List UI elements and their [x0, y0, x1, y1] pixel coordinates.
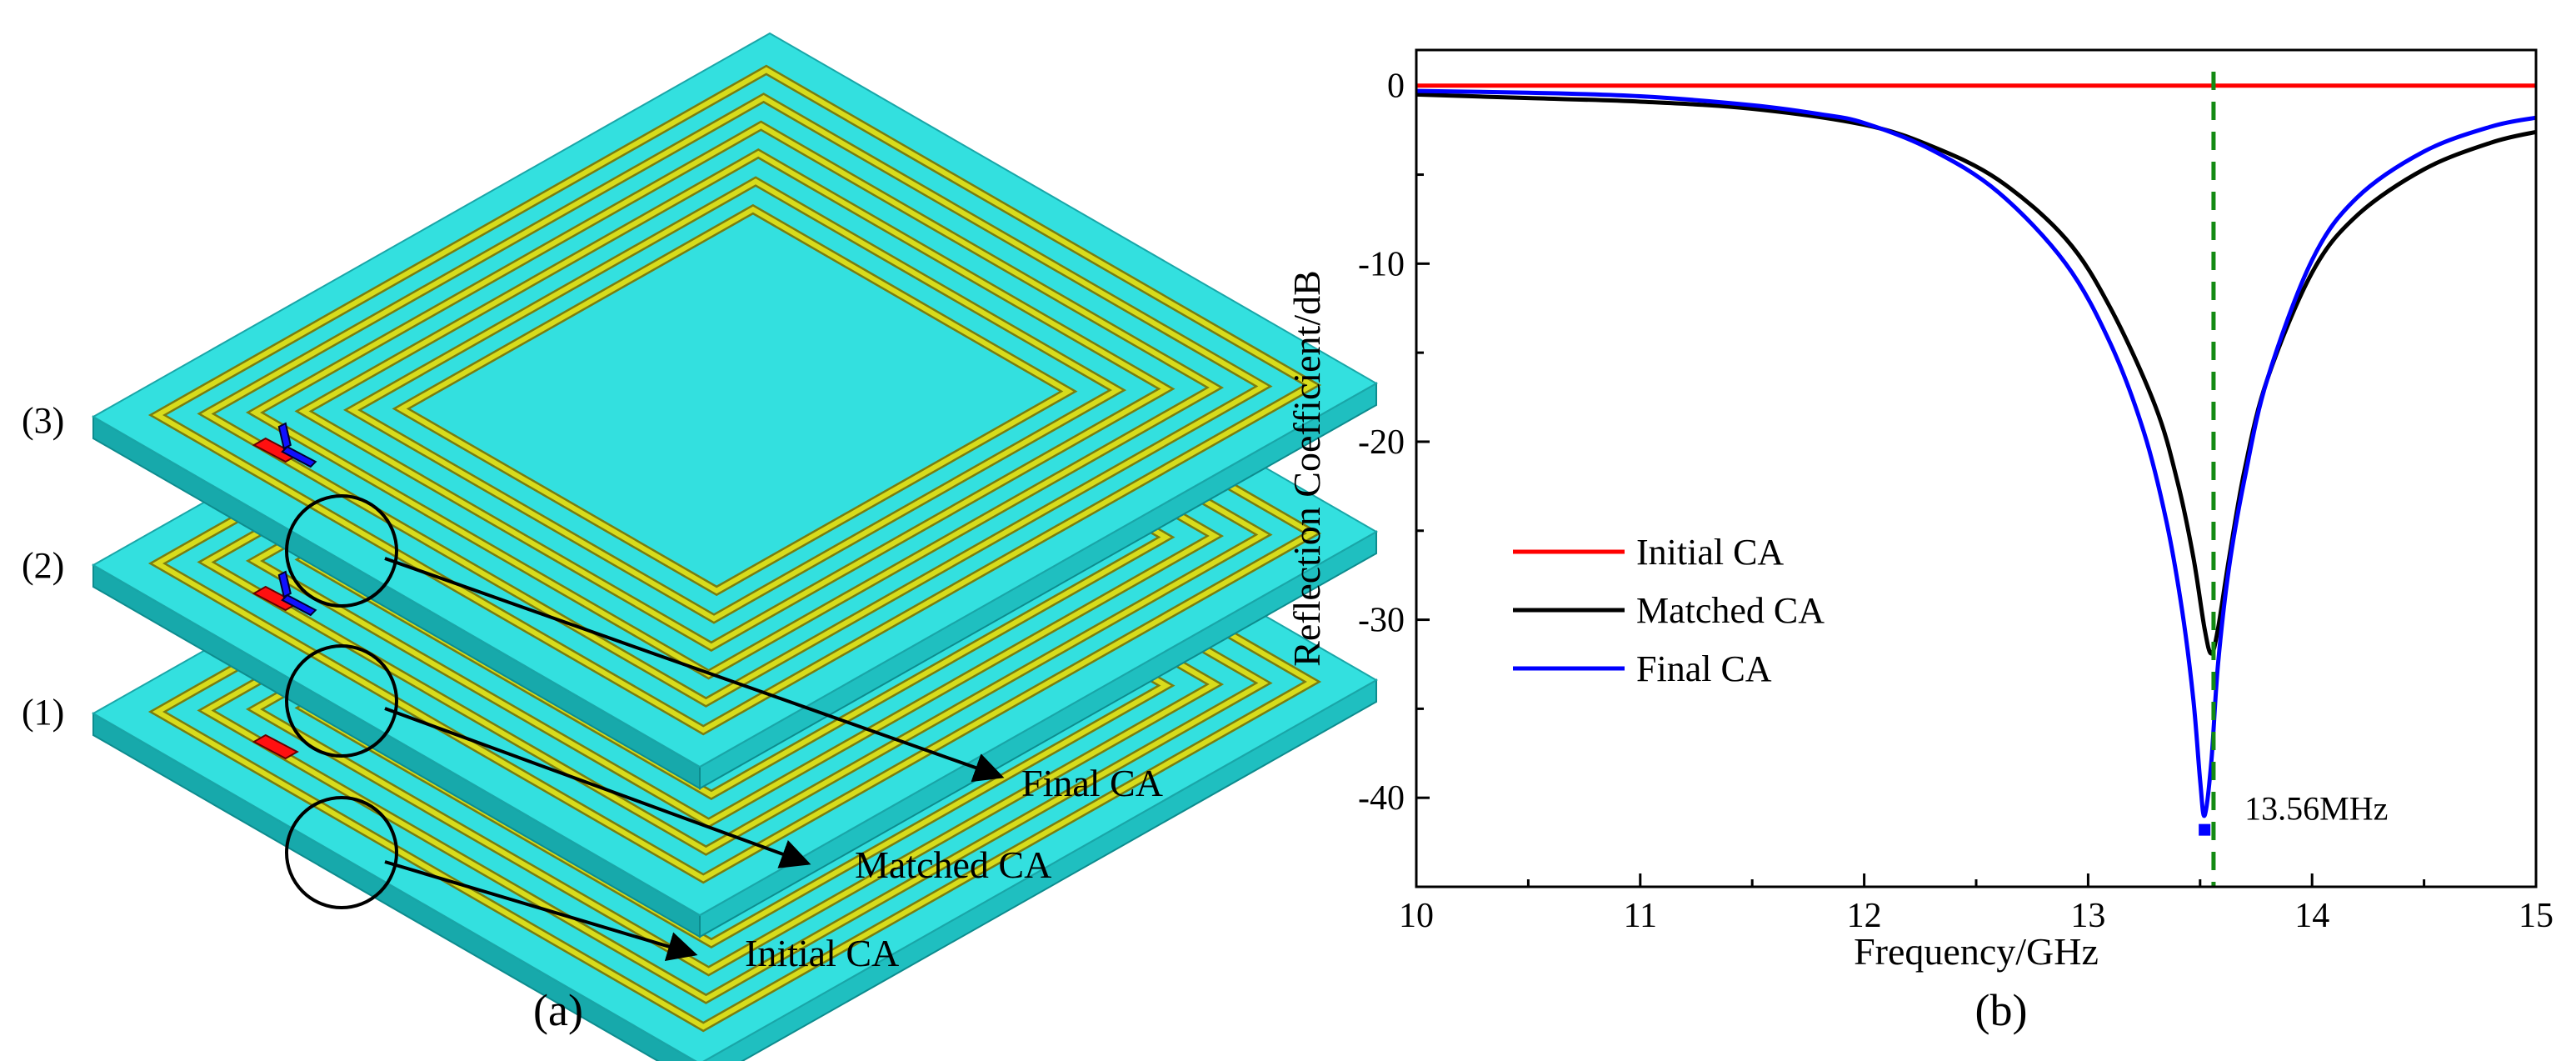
port-blue-block: [277, 422, 292, 450]
chart-legend: Initial CA Matched CA Final CA: [1513, 532, 1825, 689]
final-ca-callout-circle: [285, 494, 398, 608]
port-red-block: [252, 733, 299, 760]
layer-label-3: (3): [22, 400, 64, 441]
y-axis-label: Reflection Coefficient/dB: [1286, 270, 1328, 667]
panel-a-antenna-diagram: [91, 32, 1379, 1061]
matched-ca-callout-circle: [285, 644, 398, 758]
chart-ticks: 10 11 12 13 14 15 0 -10 -20 -30 -40: [1358, 68, 2554, 935]
antenna-layer-3-trace: [152, 67, 1318, 733]
initial-ca-callout-circle: [285, 796, 398, 909]
initial-ca-callout-label: Initial CA: [745, 932, 899, 974]
annotation-13-56mhz: 13.56MHz: [2244, 790, 2388, 828]
series-line-matched-ca: [1415, 92, 2537, 656]
plot-frame: [1415, 48, 2538, 888]
y-tick-label: -30: [1358, 602, 1405, 640]
antenna-layer-1-port-initial: [252, 733, 299, 760]
legend-label-initial-ca: Initial CA: [1636, 532, 1784, 573]
legend-label-final-ca: Final CA: [1636, 648, 1772, 689]
antenna-layer-3-trace: [347, 178, 1122, 622]
panel-a-label: (a): [533, 985, 583, 1035]
matched-ca-callout-label: Matched CA: [855, 843, 1051, 886]
layer-label-1: (1): [22, 692, 64, 733]
legend-label-matched-ca: Matched CA: [1636, 590, 1825, 631]
final-ca-callout-label: Final CA: [1021, 762, 1163, 804]
antenna-layer-3-top-face: [91, 32, 1379, 768]
port-blue-block: [281, 593, 317, 617]
antenna-layer-3-trace: [396, 206, 1074, 594]
antenna-layer-3-port-final: [252, 422, 317, 468]
x-tick-label: 15: [2519, 897, 2554, 935]
x-axis-label: Frequency/GHz: [1854, 930, 2099, 973]
panel-b-label: (b): [1975, 985, 2028, 1035]
x-tick-label: 10: [1399, 897, 1434, 935]
y-tick-label: -20: [1358, 423, 1405, 462]
layer-label-2: (2): [22, 545, 64, 586]
x-tick-label: 14: [2294, 897, 2329, 935]
series-line-final-ca: [1415, 88, 2537, 818]
port-blue-block: [277, 570, 292, 598]
antenna-layer-3: [91, 32, 1379, 790]
antenna-layer-3-trace: [298, 150, 1171, 650]
chart-series: [1415, 83, 2537, 818]
antenna-layer-2-port-matched: [252, 570, 317, 617]
x-tick-label: 12: [1847, 897, 1882, 935]
initial-ca-arrow: [384, 860, 698, 961]
y-tick-label: 0: [1387, 68, 1405, 106]
antenna-layer-3-trace: [249, 123, 1221, 678]
x-tick-label: 11: [1624, 897, 1657, 935]
y-tick-label: -10: [1358, 245, 1405, 283]
matched-ca-arrow: [384, 707, 811, 868]
port-blue-block: [281, 445, 317, 468]
minimum-marker: [2199, 823, 2211, 836]
final-ca-arrow: [384, 557, 1005, 783]
antenna-layer-3-trace: [201, 94, 1269, 706]
x-tick-label: 13: [2070, 897, 2105, 935]
panel-b-chart: 10 11 12 13 14 15 0 -10 -20 -30 -40 13.56MHz Initi…: [1286, 48, 2554, 1035]
y-tick-label: -40: [1358, 779, 1405, 818]
